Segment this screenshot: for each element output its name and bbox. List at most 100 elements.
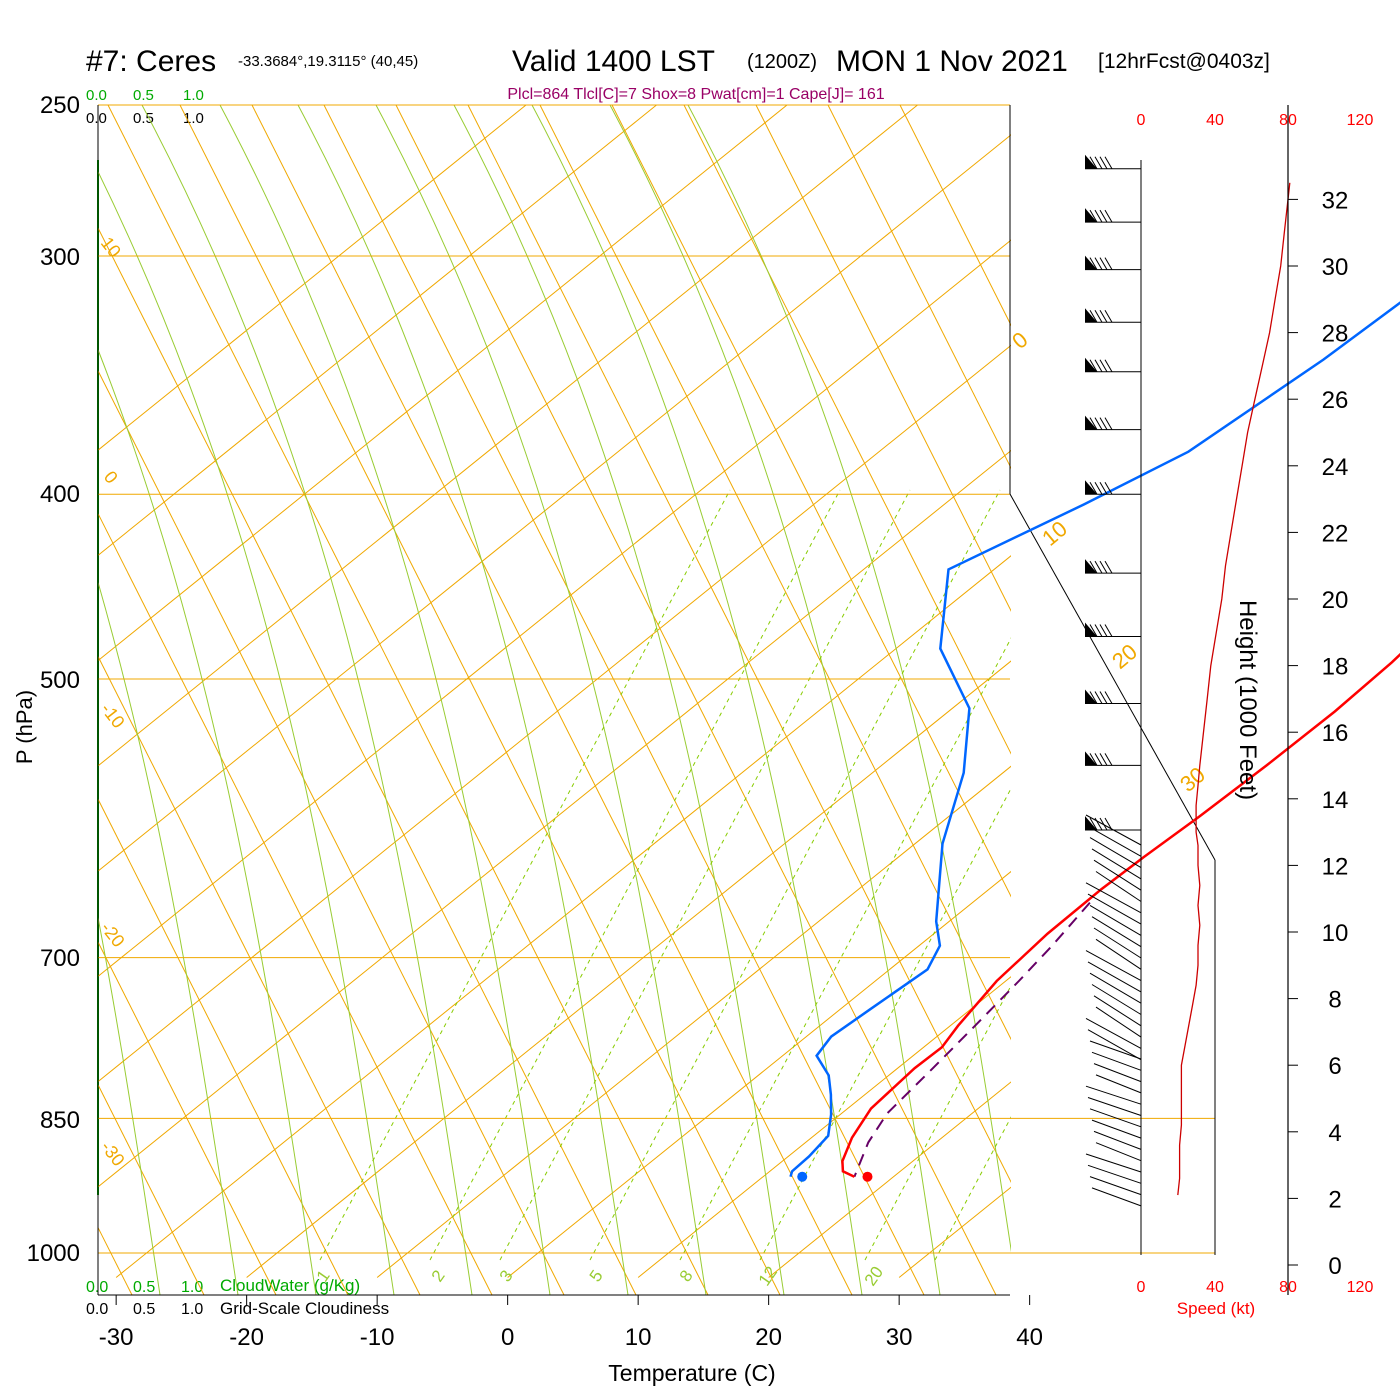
low-wind-barb [1085,1153,1142,1173]
isotherm-label-right-20: 20 [1107,639,1142,674]
mixing-label-12: 12 [755,1263,781,1289]
isotherm-line [98,134,1011,872]
temperature-axis-labels: -30 -20 -10 0 10 20 30 40 [99,1324,1043,1351]
low-wind-barb [1095,1006,1142,1038]
wind-barb-feather [1099,310,1108,323]
height-label: 26 [1322,387,1349,414]
wind-barb-feather [1089,209,1098,223]
wind-barb-feather [1099,560,1108,574]
wind-barb-feather [1089,257,1098,270]
moist-adiabat-line [98,580,239,1295]
cloudiness-legend: 0.0 0.5 1.0 Grid-Scale Cloudiness [86,1299,389,1318]
wind-barb-feather [1094,209,1103,223]
low-wind-barb [1095,938,1142,970]
low-level-wind-barbs [1085,814,1142,1207]
dry-adiabat-line [395,105,997,1295]
wind-barb-flag [1085,689,1097,704]
wind-barb-flag [1085,559,1097,574]
isotherm-line [376,765,1011,1278]
isotherm-label-left-10: 10 [97,233,125,261]
moist-adiabat-line [219,105,551,1295]
low-wind-barb [1091,984,1142,1015]
t-label-m30: -30 [99,1324,134,1351]
cw-scale-b0: 0.0 [86,1279,108,1296]
moist-adiabat-line [687,105,1011,1253]
cl-scale-2: 1.0 [183,110,204,127]
dry-adiabat-line [251,105,853,1295]
height-label: 10 [1322,920,1349,947]
p-label-500: 500 [40,667,80,694]
mixing-ratio-line [319,489,731,1261]
cw-scale-b1: 0.5 [133,1279,155,1296]
cloudiness-label: Grid-Scale Cloudiness [220,1299,389,1318]
wind-barb-flag [1085,357,1097,372]
isotherm-label-left-m10: -10 [97,699,129,732]
wind-speed-profile [1177,182,1291,1196]
low-wind-barb [1085,950,1142,982]
p-label-1000: 1000 [27,1240,80,1267]
height-label: 14 [1322,787,1349,814]
wind-barb-feather [1099,359,1108,372]
isotherm-line [98,239,1011,978]
cw-scale-2: 1.0 [183,87,204,104]
wind-barb-flag [1085,751,1097,766]
low-wind-barb [1087,1029,1142,1061]
wind-barb-feather [1089,481,1098,495]
dry-adiabat-line [98,1083,205,1295]
wind-barb-feather [1104,156,1113,169]
t-label-m10: -10 [360,1324,395,1351]
cl-scale-0: 0.0 [86,110,107,127]
low-wind-barb [1093,859,1142,891]
wind-barb-flag [1085,308,1097,323]
wind-barb-feather [1104,417,1113,430]
dry-adiabat-line [539,105,1011,1041]
low-wind-barb [1095,1074,1142,1094]
cl-scale-b0: 0.0 [86,1301,108,1318]
mixing-ratio-labels: 1 2 3 5 8 12 20 [313,1263,887,1289]
isotherm-line [115,555,1011,1278]
pressure-axis-labels: 250 300 400 500 700 850 1000 [27,92,80,1267]
wind-barb-feather [1099,624,1108,637]
isobars [98,104,1215,1254]
dry-adiabat-line [827,105,1011,470]
wind-barbs [1085,154,1141,831]
cw-scale-0: 0.0 [86,87,107,104]
speed-top-0: 0 [1137,112,1146,129]
moist-adiabat-line [141,105,473,1295]
station-title: #7: Ceres [86,45,216,78]
wind-barb-feather [1089,359,1098,372]
y-axis-title: P (hPa) [12,690,37,764]
height-axis-title: Height (1000 Feet) [1234,600,1261,800]
speed-bottom-0: 0 [1137,1279,1146,1296]
wind-barb-feather [1089,624,1098,637]
height-label: 22 [1322,520,1349,547]
mixing-label-2: 2 [428,1267,449,1286]
wind-barb-feather [1104,624,1113,637]
wind-barb-feather [1089,156,1098,169]
isotherm-label-right-30: 30 [1175,762,1210,797]
isotherm-line [98,449,1011,1188]
isotherm-line [507,870,1011,1278]
speed-scale-bottom: 0 40 80 120 [1137,1279,1374,1296]
isotherm-line [1160,105,1400,1277]
wind-barb-feather [1099,257,1108,270]
low-wind-barb [1091,1119,1142,1139]
valid-time: Valid 1400 LST [512,45,715,78]
t-label-0: 0 [501,1324,514,1351]
wind-barb-feather [1104,481,1113,495]
mixing-ratio-line [679,637,1011,1261]
p-label-400: 400 [40,481,80,508]
t-label-30: 30 [886,1324,913,1351]
moist-adiabat-line [98,170,395,1295]
wind-barb-feather [1089,817,1098,831]
height-label: 24 [1322,454,1349,481]
low-wind-barb [1089,1176,1142,1196]
isotherm-line [246,660,1011,1278]
height-label: 20 [1322,587,1349,614]
low-wind-barb [1093,927,1142,959]
cloud-water-label: CloudWater (g/Kg) [220,1276,360,1295]
x-axis-title: Temperature (C) [608,1360,775,1386]
height-label: 8 [1328,987,1341,1014]
dry-adiabat-line [179,105,781,1295]
isotherm-label-right-10: 10 [1037,516,1072,551]
